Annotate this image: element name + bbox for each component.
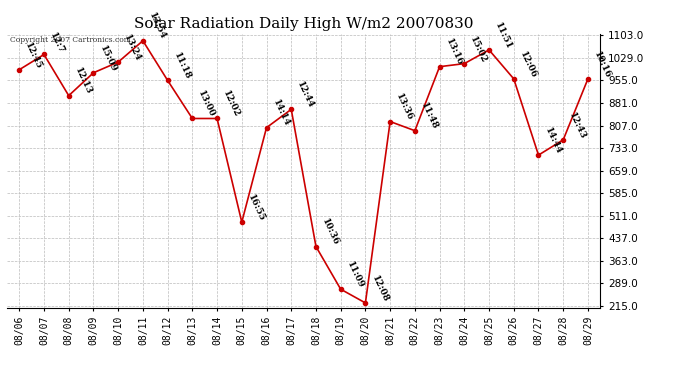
Text: 10:36: 10:36	[320, 217, 340, 247]
Text: 11:48: 11:48	[419, 101, 440, 131]
Text: 12:45: 12:45	[23, 40, 43, 70]
Text: 13:54: 13:54	[147, 12, 168, 41]
Text: 12:44: 12:44	[295, 80, 315, 110]
Text: 14:14: 14:14	[270, 98, 291, 128]
Text: 11:09: 11:09	[345, 260, 365, 290]
Text: 12:02: 12:02	[221, 90, 242, 119]
Title: Solar Radiation Daily High W/m2 20070830: Solar Radiation Daily High W/m2 20070830	[134, 17, 473, 31]
Text: 13:36: 13:36	[394, 92, 415, 122]
Text: 11:18: 11:18	[172, 51, 193, 81]
Text: 13:00: 13:00	[197, 90, 217, 119]
Text: 12:06: 12:06	[518, 50, 538, 80]
Text: 15:02: 15:02	[469, 34, 489, 64]
Text: 15:09: 15:09	[97, 44, 118, 74]
Text: 16:55: 16:55	[246, 193, 266, 223]
Text: 12:7: 12:7	[48, 31, 66, 55]
Text: 12:13: 12:13	[73, 66, 93, 96]
Text: 10:16: 10:16	[592, 50, 613, 80]
Text: 11:51: 11:51	[493, 21, 513, 51]
Text: 14:44: 14:44	[542, 126, 563, 156]
Text: Copyright 2007 Cartronics.com: Copyright 2007 Cartronics.com	[10, 36, 130, 45]
Text: 12:08: 12:08	[370, 274, 390, 303]
Text: 13:24: 13:24	[122, 33, 143, 63]
Text: 12:43: 12:43	[567, 111, 588, 141]
Text: 13:16: 13:16	[444, 37, 464, 67]
